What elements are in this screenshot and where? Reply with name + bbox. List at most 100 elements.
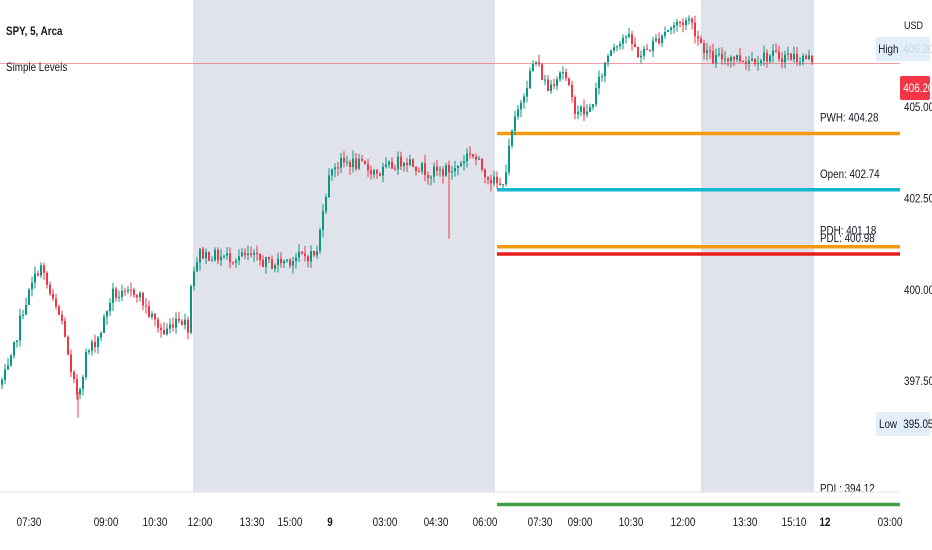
candle-body-248	[745, 61, 747, 64]
candle-body-252	[757, 63, 759, 65]
candle-body-211	[634, 43, 636, 48]
candle-body-164	[493, 176, 495, 184]
candle-body-109	[328, 175, 330, 198]
candle-body-89	[268, 256, 270, 260]
candle-body-205	[616, 46, 618, 48]
candle-body-193	[580, 106, 582, 112]
candle-body-151	[454, 167, 456, 172]
symbol-title[interactable]: SPY, 5, Arca	[6, 24, 63, 38]
candle-body-225	[676, 22, 678, 26]
candle-body-234	[703, 43, 705, 53]
x-tick-6: 9	[327, 516, 332, 529]
x-tick-9: 06:00	[473, 516, 498, 529]
x-tick-2: 10:30	[143, 516, 168, 529]
level-label-4: PDL: 394.12	[820, 483, 875, 496]
candle-body-84	[253, 253, 255, 255]
candle-body-28	[85, 352, 87, 377]
candle-body-215	[646, 48, 648, 50]
candle-body-123	[370, 170, 372, 175]
candle-body-0	[1, 379, 3, 385]
candle-body-79	[238, 256, 240, 261]
high-value-tag-text: 406.20	[903, 42, 932, 56]
candle-body-128	[385, 164, 387, 167]
candle-body-96	[289, 259, 291, 266]
candle-body-57	[172, 324, 174, 328]
candle-body-157	[472, 154, 474, 157]
candle-body-172	[517, 109, 519, 117]
price-axis[interactable]: 405.00 402.50 400.00 397.50	[904, 101, 932, 388]
candle-body-91	[274, 265, 276, 269]
candle-body-26	[79, 389, 81, 395]
candle-body-3	[10, 355, 12, 366]
candle-body-102	[307, 256, 309, 262]
candle-body-100	[301, 251, 303, 254]
candle-body-165	[496, 176, 498, 184]
candle-body-71	[214, 249, 216, 261]
candle-body-218	[655, 38, 657, 41]
candle-body-92	[277, 258, 279, 266]
candle-body-52	[157, 319, 159, 328]
candle-body-10	[31, 282, 33, 290]
candle-body-132	[397, 156, 399, 170]
time-axis[interactable]: 07:30 09:00 10:30 12:00 13:30 15:00 9 03:00 04:3…	[17, 516, 903, 529]
candle-body-265	[796, 53, 798, 62]
candle-body-181	[544, 79, 546, 81]
candle-body-90	[271, 259, 273, 269]
candle-body-61	[184, 319, 186, 325]
candle-body-77	[232, 262, 234, 264]
currency-label: USD	[904, 20, 924, 32]
candle-body-46	[139, 293, 141, 298]
candle-body-29	[88, 350, 90, 353]
candle-body-121	[364, 160, 366, 165]
candle-body-184	[553, 84, 555, 86]
high-tag-label: High	[878, 42, 899, 56]
session-shade-0	[193, 0, 495, 492]
candle-body-104	[313, 251, 315, 256]
candle-body-219	[658, 38, 660, 44]
indicator-label[interactable]: Simple Levels	[6, 60, 68, 74]
y-tick-0: 405.00	[904, 101, 932, 114]
candle-body-208	[625, 36, 627, 38]
candle-body-187	[562, 72, 564, 74]
candle-body-50	[151, 313, 153, 317]
candle-body-247	[742, 61, 744, 63]
candle-body-174	[523, 96, 525, 103]
candle-body-120	[361, 158, 363, 161]
candle-body-162	[487, 177, 489, 180]
candle-body-216	[649, 49, 651, 51]
candle-body-98	[295, 257, 297, 262]
y-tick-3: 397.50	[904, 375, 932, 388]
candle-body-124	[373, 170, 375, 175]
candle-body-112	[337, 167, 339, 169]
candle-body-232	[697, 36, 699, 39]
candle-body-88	[265, 256, 267, 268]
candle-body-227	[682, 22, 684, 25]
candle-body-226	[679, 22, 681, 24]
candle-body-30	[91, 341, 93, 351]
candle-body-138	[415, 166, 417, 172]
candle-body-255	[766, 52, 768, 62]
candle-body-12	[37, 273, 39, 276]
candle-body-39	[118, 296, 120, 298]
candle-body-137	[412, 159, 414, 167]
candle-body-192	[577, 111, 579, 115]
candle-body-78	[235, 260, 237, 263]
candle-body-126	[379, 173, 381, 176]
candle-body-251	[754, 58, 756, 64]
candle-body-144	[433, 166, 435, 177]
candle-body-229	[688, 18, 690, 21]
candle-body-7	[22, 314, 24, 316]
candle-body-236	[709, 50, 711, 52]
candle-body-15	[46, 272, 48, 285]
x-tick-16: 12	[820, 516, 831, 529]
candle-body-256	[769, 55, 771, 62]
candle-body-35	[106, 311, 108, 317]
candle-body-127	[382, 166, 384, 176]
candle-body-63	[190, 285, 192, 333]
candlesticks	[1, 15, 813, 418]
candle-body-21	[64, 320, 66, 337]
candle-body-32	[97, 337, 99, 348]
candle-body-195	[586, 111, 588, 115]
candle-body-125	[376, 170, 378, 174]
